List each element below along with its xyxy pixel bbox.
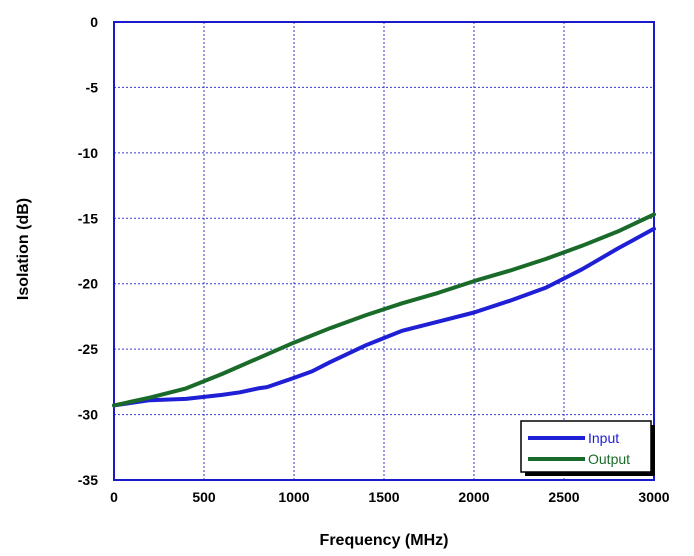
x-axis-title: Frequency (MHz) [320,532,449,549]
x-tick-label: 1000 [278,489,309,505]
x-tick-label: 2500 [548,489,579,505]
y-tick-label: -30 [78,407,98,423]
x-tick-label: 2000 [458,489,489,505]
series-line-output [112,212,656,408]
y-tick-label: -35 [78,472,98,488]
legend-label-input: Input [588,430,619,446]
x-tick-label: 1500 [368,489,399,505]
legend-label-output: Output [588,451,630,467]
y-tick-label: -10 [78,145,98,161]
x-tick-label: 0 [110,489,118,505]
x-tick-label: 3000 [638,489,669,505]
y-tick-labels: 0 -5 -10 -15 -20 -25 -30 -35 [78,14,98,488]
series-line-input [112,226,656,408]
y-tick-label: -5 [86,79,99,95]
y-tick-label: -25 [78,341,98,357]
y-axis-title: Isolation (dB) [15,198,32,300]
legend: Input Output [520,420,655,476]
legend-box [520,420,652,473]
y-tick-label: -15 [78,210,98,226]
y-tick-label: -20 [78,276,98,292]
y-tick-label: 0 [90,14,98,30]
series-lines [112,212,656,408]
x-tick-label: 500 [192,489,216,505]
x-tick-labels: 0 500 1000 1500 2000 2500 3000 [110,489,670,505]
plot-frame [113,21,655,481]
